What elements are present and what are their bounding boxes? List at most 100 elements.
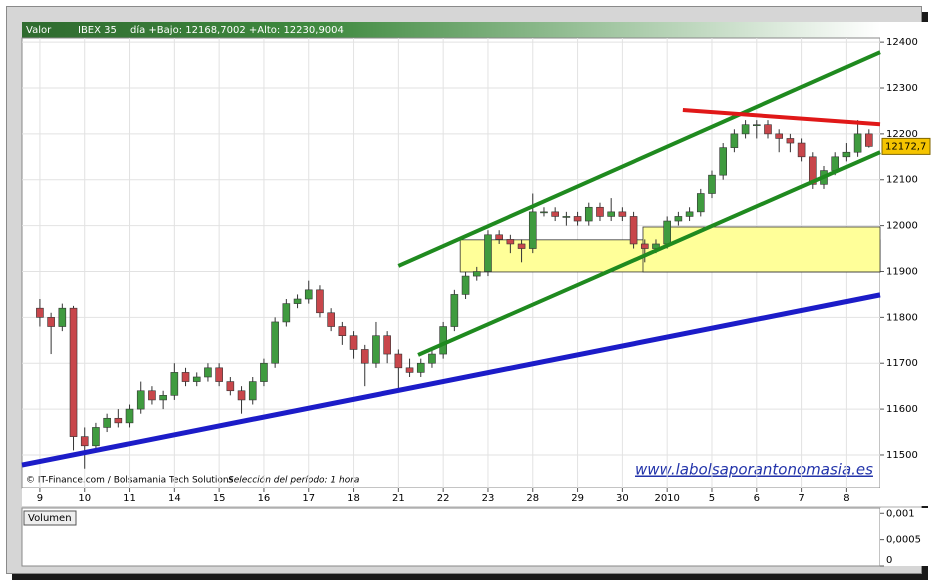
candle-body (170, 372, 179, 396)
x-tick-label: 30 (616, 493, 629, 504)
trend-line (417, 150, 881, 357)
candle-body (204, 367, 212, 378)
y-axis-area (880, 22, 930, 488)
candle-body (484, 234, 492, 272)
y-tick-label: 11900 (886, 266, 918, 277)
candle-body (607, 211, 615, 217)
candle-body (506, 239, 515, 245)
y-tick-label: 12200 (886, 129, 918, 140)
candle-body (674, 216, 683, 222)
watermark: www.labolsaporantonomasia.es (635, 461, 873, 479)
trend-line (21, 292, 881, 468)
x-tick-label: 21 (392, 493, 405, 504)
y-tick-label: 11600 (886, 404, 918, 415)
candle-body (327, 312, 335, 327)
candle-body (181, 372, 190, 382)
candle-body (192, 376, 201, 382)
candle-body (584, 206, 593, 222)
candle-body (226, 381, 235, 392)
x-tick-label: 15 (213, 493, 226, 504)
x-tick-label: 28 (526, 493, 539, 504)
candle-body (864, 133, 873, 147)
candle-body (416, 362, 425, 373)
x-tick-label: 2010 (654, 493, 679, 504)
candle-body (383, 335, 391, 355)
candle-body (271, 321, 279, 364)
price-tag (881, 137, 931, 155)
y-tick-label: 12300 (886, 83, 918, 94)
candle-body (640, 243, 649, 249)
candle-body (472, 271, 481, 277)
candle-body (428, 353, 436, 364)
candle-body (764, 124, 772, 135)
candle-body (741, 124, 750, 135)
y-tick-label: 0,0005 (886, 535, 921, 546)
trend-line (397, 50, 881, 268)
candle-body (215, 367, 223, 382)
y-tick-label: 11800 (886, 312, 918, 323)
y-tick-label: 12000 (886, 221, 918, 232)
candle-body (304, 289, 313, 300)
candle-body (47, 317, 55, 327)
candle-body (148, 390, 156, 401)
candle-body (752, 124, 761, 126)
candle-body (629, 216, 638, 245)
candle-body (36, 307, 44, 318)
y-tick-label: 11500 (886, 450, 918, 461)
candle-body (618, 211, 627, 217)
candle-body (528, 211, 537, 249)
volume-title: Volumen (28, 513, 72, 524)
header-bar (22, 22, 880, 38)
y-tick-label: 12100 (886, 175, 918, 186)
y-tick-label: 12400 (886, 37, 918, 48)
price-tag-label: 12172,7 (885, 141, 926, 152)
x-tick-label: 22 (437, 493, 450, 504)
y-tick-label: 0 (886, 555, 892, 566)
candle-body (58, 307, 67, 327)
x-tick-label: 11 (123, 493, 136, 504)
candle-body (248, 381, 257, 401)
volume-axis-area (880, 508, 930, 566)
candle-body (405, 367, 414, 373)
volume-label-box (23, 510, 77, 526)
x-tick-label: 18 (347, 493, 360, 504)
symbol: IBEX 35 (78, 25, 117, 36)
candle-body (786, 138, 795, 144)
y-tick-label: 11700 (886, 358, 918, 369)
candle-body (114, 417, 123, 424)
candle-body (394, 353, 403, 369)
candle-body (517, 243, 526, 249)
candle-body (316, 289, 324, 314)
candle-body (730, 133, 739, 148)
x-tick-label: 5 (709, 493, 715, 504)
x-tick-label: 10 (78, 493, 91, 504)
candle-body (125, 408, 134, 424)
candle-body (797, 142, 806, 158)
candle-body (103, 417, 111, 428)
candle-body (237, 390, 246, 401)
trend-line (682, 108, 881, 127)
candle-body (450, 294, 459, 327)
candle-body (853, 133, 862, 153)
volume-panel (21, 507, 881, 567)
candle-body (495, 234, 503, 240)
candle-body (719, 147, 727, 176)
candle-body (562, 216, 571, 218)
x-tick-label: 7 (798, 493, 804, 504)
candle-body (696, 193, 705, 213)
x-tick-label: 17 (302, 493, 315, 504)
candle-body (69, 307, 78, 437)
header-label: Valor (26, 25, 52, 36)
candle-body (159, 395, 167, 401)
candle-body (831, 156, 839, 171)
candle-body (80, 436, 89, 447)
candle-body (540, 211, 548, 214)
candle-body (282, 303, 291, 323)
candle-body (260, 362, 268, 382)
candle-body (293, 298, 302, 304)
zone (642, 226, 881, 273)
candle-body (360, 349, 369, 364)
candle-body (461, 275, 470, 295)
candle-body (338, 326, 347, 337)
candle-body (573, 216, 582, 222)
